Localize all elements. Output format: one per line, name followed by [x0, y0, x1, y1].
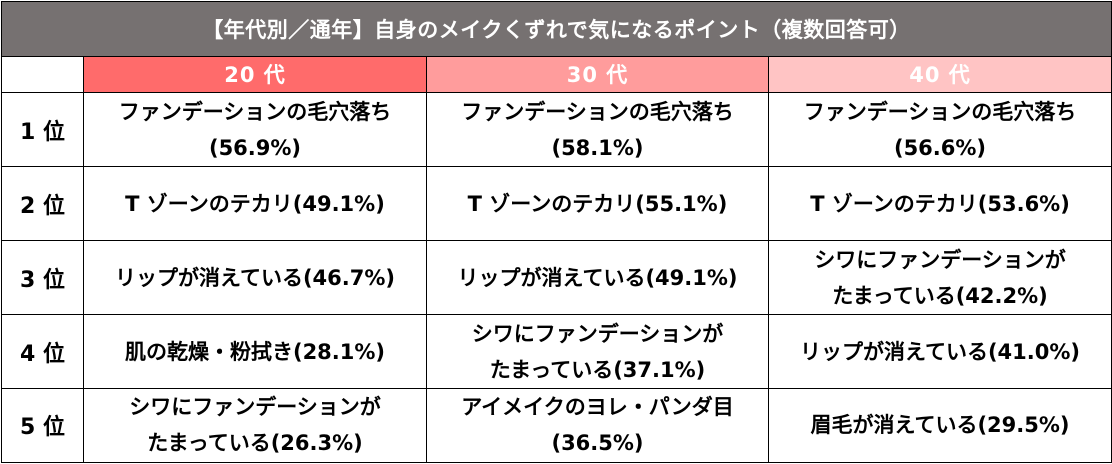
data-cell: ファンデーションの毛穴落ち (56.6%)	[767, 92, 1112, 168]
rank-label: 3 位	[1, 240, 84, 316]
cell-line: シワにファンデーションが	[129, 395, 381, 420]
title-row: 【年代別／通年】自身のメイクくずれで気になるポイント（複数回答可）	[0, 1, 1112, 57]
cell-line: (36.5%)	[551, 431, 644, 456]
rank-label: 4 位	[1, 314, 84, 389]
cell-line: T ゾーンのテカリ(49.1%)	[125, 191, 385, 216]
cell-line: ファンデーションの毛穴落ち	[803, 99, 1077, 124]
table-row: 3 位 リップが消えている(46.7%) リップが消えている(49.1%) シワ…	[1, 240, 1112, 316]
header-row: 20 代 30 代 40 代	[1, 55, 1112, 94]
data-cell: ファンデーションの毛穴落ち (58.1%)	[426, 92, 769, 168]
data-cell: シワにファンデーションが たまっている(42.2%)	[767, 240, 1112, 316]
cell-line: 眉毛が消えている(29.5%)	[810, 413, 1070, 438]
cell-line: たまっている(37.1%)	[489, 357, 706, 382]
header-corner	[1, 55, 84, 94]
cell-line: (58.1%)	[551, 135, 644, 160]
rank-label: 1 位	[1, 92, 84, 168]
cell-line: シワにファンデーションが	[471, 321, 724, 346]
header-20s: 20 代	[83, 55, 427, 94]
data-cell: リップが消えている(49.1%)	[426, 240, 769, 316]
table-title: 【年代別／通年】自身のメイクくずれで気になるポイント（複数回答可）	[0, 1, 1112, 57]
cell-line: ファンデーションの毛穴落ち	[118, 99, 392, 124]
table-row: 5 位 シワにファンデーションが たまっている(26.3%) アイメイクのヨレ・パ…	[1, 387, 1112, 464]
cell-line: 肌の乾燥・粉拭き(28.1%)	[124, 339, 386, 364]
cell-line: ファンデーションの毛穴落ち	[461, 99, 734, 124]
data-cell: 肌の乾燥・粉拭き(28.1%)	[83, 314, 427, 389]
cell-line: リップが消えている(46.7%)	[115, 265, 395, 290]
data-cell: シワにファンデーションが たまっている(37.1%)	[426, 314, 769, 389]
data-cell: リップが消えている(46.7%)	[83, 240, 427, 316]
data-cell: ファンデーションの毛穴落ち (56.9%)	[83, 92, 427, 168]
cell-line: シワにファンデーションが	[814, 247, 1066, 272]
data-cell: アイメイクのヨレ・パンダ目 (36.5%)	[426, 387, 769, 464]
data-cell: T ゾーンのテカリ(55.1%)	[426, 166, 769, 242]
table-row: 1 位 ファンデーションの毛穴落ち (56.9%) ファンデーションの毛穴落ち (5…	[1, 92, 1112, 168]
table-row: 2 位 T ゾーンのテカリ(49.1%) T ゾーンのテカリ(55.1%) T …	[1, 166, 1112, 242]
data-cell: T ゾーンのテカリ(53.6%)	[767, 166, 1112, 242]
data-cell: シワにファンデーションが たまっている(26.3%)	[83, 387, 427, 464]
table-row: 4 位 肌の乾燥・粉拭き(28.1%) シワにファンデーションが たまっている(3…	[1, 314, 1112, 389]
cell-line: たまっている(42.2%)	[832, 283, 1048, 308]
cell-line: T ゾーンのテカリ(55.1%)	[467, 191, 728, 216]
data-cell: T ゾーンのテカリ(49.1%)	[83, 166, 427, 242]
cell-line: T ゾーンのテカリ(53.6%)	[810, 191, 1070, 216]
data-cell: リップが消えている(41.0%)	[767, 314, 1112, 389]
cell-line: (56.6%)	[893, 135, 987, 160]
cell-line: リップが消えている(49.1%)	[457, 265, 738, 290]
cell-line: アイメイクのヨレ・パンダ目	[461, 395, 734, 420]
data-cell: 眉毛が消えている(29.5%)	[767, 387, 1112, 464]
cell-line: (56.9%)	[208, 135, 302, 160]
header-40s: 40 代	[767, 55, 1112, 94]
cell-line: たまっている(26.3%)	[147, 431, 363, 456]
rank-label: 2 位	[1, 166, 84, 242]
rank-label: 5 位	[1, 387, 84, 464]
cell-line: リップが消えている(41.0%)	[800, 339, 1080, 364]
header-30s: 30 代	[426, 55, 769, 94]
